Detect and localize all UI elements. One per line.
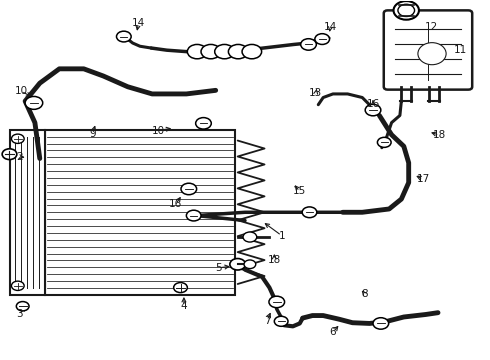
- Text: 17: 17: [416, 174, 430, 184]
- Circle shape: [365, 104, 381, 116]
- Circle shape: [302, 207, 317, 218]
- Text: 4: 4: [181, 301, 187, 311]
- Circle shape: [2, 149, 17, 159]
- Circle shape: [196, 118, 211, 129]
- Circle shape: [301, 39, 317, 50]
- Circle shape: [228, 44, 248, 59]
- Circle shape: [25, 96, 43, 109]
- Text: 8: 8: [362, 289, 368, 299]
- Circle shape: [173, 283, 187, 293]
- Text: 2: 2: [16, 152, 23, 162]
- Circle shape: [230, 258, 245, 270]
- Bar: [10, 130, 45, 295]
- Circle shape: [181, 183, 196, 195]
- Circle shape: [186, 210, 201, 221]
- Bar: [45, 130, 235, 295]
- Text: 18: 18: [268, 255, 281, 265]
- Text: 1: 1: [278, 231, 285, 240]
- Text: 18: 18: [433, 130, 446, 140]
- Text: 10: 10: [151, 126, 165, 135]
- Circle shape: [187, 44, 207, 59]
- Circle shape: [315, 34, 330, 44]
- Circle shape: [398, 4, 415, 17]
- Circle shape: [117, 31, 131, 42]
- Text: 14: 14: [132, 18, 145, 28]
- Text: 11: 11: [453, 45, 466, 55]
- Text: 6: 6: [330, 327, 336, 337]
- Text: 7: 7: [264, 316, 270, 325]
- Circle shape: [274, 316, 288, 326]
- Circle shape: [16, 302, 29, 311]
- Text: 5: 5: [215, 263, 221, 273]
- FancyBboxPatch shape: [384, 10, 472, 90]
- Text: 14: 14: [324, 22, 337, 32]
- Circle shape: [269, 296, 285, 308]
- Text: 12: 12: [425, 22, 438, 32]
- Circle shape: [243, 232, 257, 242]
- Text: 3: 3: [16, 310, 23, 319]
- Circle shape: [377, 137, 391, 147]
- Ellipse shape: [418, 42, 446, 65]
- Circle shape: [244, 260, 256, 269]
- Circle shape: [201, 44, 220, 59]
- Circle shape: [393, 1, 419, 20]
- Circle shape: [242, 44, 262, 59]
- Text: 9: 9: [89, 129, 96, 139]
- Text: 13: 13: [309, 88, 322, 98]
- Text: 10: 10: [15, 86, 28, 96]
- Text: 16: 16: [169, 199, 182, 210]
- Circle shape: [215, 44, 234, 59]
- Circle shape: [11, 281, 24, 291]
- Text: 15: 15: [293, 186, 306, 197]
- Circle shape: [373, 318, 389, 329]
- Circle shape: [11, 134, 24, 143]
- Text: 16: 16: [367, 99, 380, 109]
